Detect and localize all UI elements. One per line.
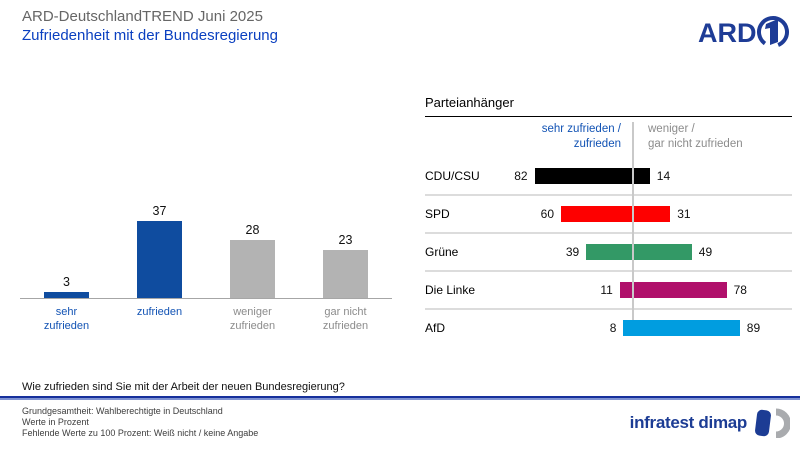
report-pretitle: ARD-DeutschlandTREND Juni 2025: [22, 8, 263, 25]
bar: [230, 239, 275, 298]
survey-question: Wie zufrieden sind Sie mit der Arbeit de…: [22, 381, 345, 393]
bar-stack: 28: [206, 202, 299, 299]
satisfied-value-label: 8: [609, 321, 617, 335]
unsatisfied-bar: [633, 244, 692, 260]
unsatisfied-bar: [633, 206, 671, 222]
pivot-axis-line: [632, 122, 634, 320]
footer-note-line: Werte in Prozent: [22, 416, 89, 427]
satisfied-bar: [586, 244, 633, 260]
party-row: AfD 8 89: [425, 308, 792, 346]
divider-rule-light: [0, 398, 800, 400]
bar: [323, 250, 368, 298]
satisfied-value-label: 11: [600, 283, 613, 297]
unsatisfied-bar: [633, 168, 650, 184]
ard-logo-text: ARD: [698, 18, 757, 48]
overall-chart-columns: 3 sehr zufrieden 37 zufrieden 28 weniger zufr…: [20, 202, 392, 334]
party-supporters-panel: Parteianhänger sehr zufrieden / zufriede…: [425, 95, 792, 346]
satisfied-value-label: 82: [514, 169, 528, 183]
ard-one-icon: [757, 16, 789, 48]
satisfied-bar: [623, 320, 633, 336]
satisfied-value-label: 60: [540, 207, 554, 221]
party-label: SPD: [425, 207, 450, 221]
bar: [44, 291, 89, 298]
unsatisfied-bar: [633, 320, 740, 336]
unsatisfied-bar: [633, 282, 727, 298]
party-row: CDU/CSU 82 14: [425, 158, 792, 194]
page-title: Zufriedenheit mit der Bundesregierung: [22, 27, 278, 44]
unsatisfied-value-label: 78: [733, 283, 747, 297]
footer-note-line: Fehlende Werte zu 100 Prozent: Weiß nich…: [22, 427, 259, 438]
bar-category-label: sehr zufrieden: [43, 306, 90, 333]
bar-value-label: 37: [152, 204, 167, 219]
party-row: SPD 60 31: [425, 194, 792, 232]
bar-value-label: 28: [245, 222, 260, 237]
satisfied-bar: [619, 282, 633, 298]
infratest-dimap-wordmark: infratest dimap: [629, 413, 748, 432]
bar: [137, 221, 182, 298]
party-label: Die Linke: [425, 283, 476, 297]
ard-logo: ARD: [698, 16, 789, 48]
party-row: Grüne 39 49: [425, 232, 792, 270]
bar-category-label: gar nicht zufrieden: [322, 306, 369, 333]
legend-unsatisfied-label: weniger / gar nicht zufrieden: [648, 123, 743, 151]
infratest-dimap-icon: [755, 408, 790, 438]
satisfied-value-label: 39: [565, 245, 580, 259]
bar-column: 3 sehr zufrieden: [20, 202, 113, 334]
party-label: CDU/CSU: [425, 169, 480, 183]
infratest-dimap-brand: infratest dimap: [630, 408, 790, 438]
bar-stack: 3: [20, 202, 113, 299]
bar-stack: 37: [113, 202, 206, 299]
bar-value-label: 23: [338, 233, 353, 248]
bar-category-label: zufrieden: [136, 306, 183, 318]
party-label: AfD: [425, 321, 446, 335]
legend-satisfied-label: sehr zufrieden / zufrieden: [541, 123, 621, 151]
bar-column: 37 zufrieden: [113, 202, 206, 334]
footer-note-line: Grundgesamtheit: Wahlberechtigte in Deut…: [22, 406, 223, 416]
panel-legend: sehr zufrieden / zufrieden weniger / gar…: [425, 122, 792, 158]
satisfied-bar: [561, 206, 633, 222]
bar-category-label: weniger zufrieden: [229, 306, 276, 333]
bar-column: 28 weniger zufrieden: [206, 202, 299, 334]
unsatisfied-value-label: 14: [656, 169, 671, 183]
bar-column: 23 gar nicht zufrieden: [299, 202, 392, 334]
question-block: Wie zufrieden sind Sie mit der Arbeit de…: [0, 381, 800, 400]
overall-satisfaction-chart: 3 sehr zufrieden 37 zufrieden 28 weniger zufr…: [20, 202, 392, 334]
bar-value-label: 3: [63, 274, 70, 289]
satisfied-bar: [534, 168, 633, 184]
bar-stack: 23: [299, 202, 392, 299]
unsatisfied-value-label: 49: [698, 245, 713, 259]
footer-notes: Grundgesamtheit: Wahlberechtigte in Deut…: [22, 406, 258, 439]
party-row: Die Linke 11 78: [425, 270, 792, 308]
unsatisfied-value-label: 31: [677, 207, 691, 221]
panel-title: Parteianhänger: [425, 95, 792, 117]
divider-rule-dark: [0, 396, 800, 398]
party-rows: CDU/CSU 82 14 SPD 60 31 Grüne 39 49 Die Linke 11 78…: [425, 158, 792, 346]
unsatisfied-value-label: 89: [746, 321, 761, 335]
party-label: Grüne: [425, 245, 459, 259]
